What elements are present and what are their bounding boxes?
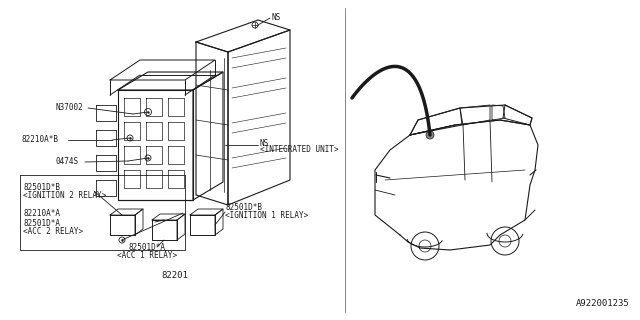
Text: 82210A*B: 82210A*B: [22, 134, 59, 143]
Text: <ACC 2 RELAY>: <ACC 2 RELAY>: [23, 227, 83, 236]
Text: 82501D*A: 82501D*A: [23, 219, 60, 228]
Text: 0474S: 0474S: [55, 156, 78, 165]
Circle shape: [426, 131, 434, 139]
Text: 82210A*A: 82210A*A: [23, 209, 60, 218]
Text: 82501D*B: 82501D*B: [225, 204, 262, 212]
Text: <IGNITION 1 RELAY>: <IGNITION 1 RELAY>: [225, 212, 308, 220]
Text: <ACC 1 RELAY>: <ACC 1 RELAY>: [117, 252, 177, 260]
Text: NS: NS: [271, 13, 280, 22]
Text: 82501D*A: 82501D*A: [129, 244, 166, 252]
Text: NS: NS: [260, 139, 269, 148]
Text: 82201: 82201: [161, 270, 188, 279]
Text: 82501D*B: 82501D*B: [23, 183, 60, 193]
Text: A922001235: A922001235: [576, 299, 630, 308]
Text: <INTEGRATED UNIT>: <INTEGRATED UNIT>: [260, 146, 339, 155]
Text: N37002: N37002: [55, 102, 83, 111]
Text: <IGNITION 2 RELAY>: <IGNITION 2 RELAY>: [23, 191, 106, 201]
